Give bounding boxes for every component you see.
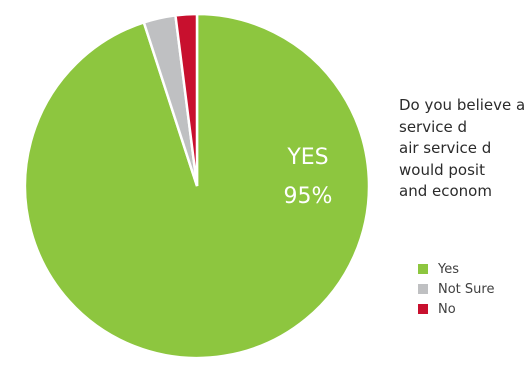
- slice-label-yes-percent: 95%: [284, 184, 333, 209]
- pie-chart: YES 95%: [23, 12, 371, 360]
- survey-question-text: Do you believe air service d air service…: [399, 96, 525, 200]
- legend-item-not-sure: Not Sure: [418, 279, 494, 299]
- legend-label-not-sure: Not Sure: [438, 281, 495, 297]
- pie-slice-no: [174, 12, 199, 187]
- legend-swatch-not-sure: [418, 284, 428, 294]
- legend-swatch-no: [418, 304, 428, 314]
- pie-slice-yes: [23, 12, 371, 360]
- legend-label-yes: Yes: [438, 261, 459, 277]
- legend-item-no: No: [418, 299, 494, 319]
- pie-slices: [23, 12, 371, 360]
- legend-swatch-yes: [418, 264, 428, 274]
- slice-label-yes-name: YES: [286, 145, 328, 170]
- chart-legend: Yes Not Sure No: [418, 259, 494, 319]
- legend-item-yes: Yes: [418, 259, 494, 279]
- legend-label-no: No: [438, 301, 456, 317]
